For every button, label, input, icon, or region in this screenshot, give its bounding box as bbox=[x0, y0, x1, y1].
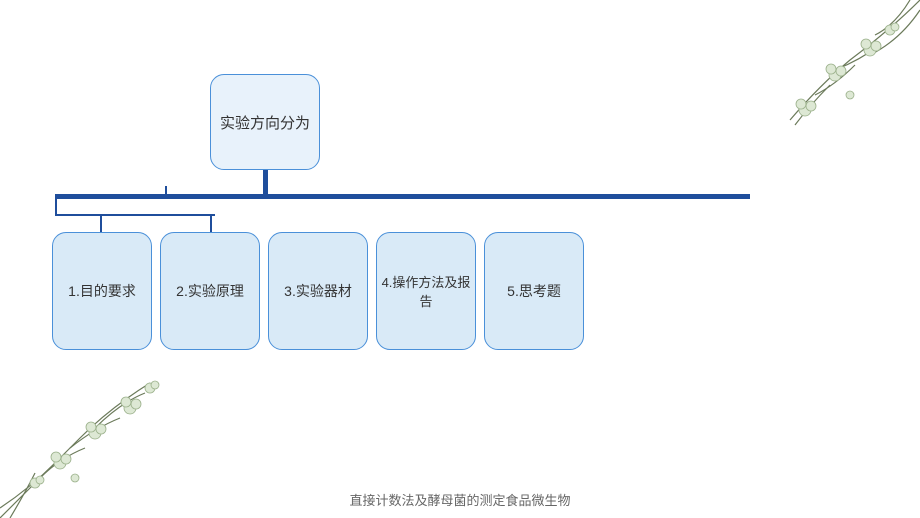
child-node-label: 1.目的要求 bbox=[68, 281, 136, 301]
footer-text: 直接计数法及酵母菌的测定食品微生物 bbox=[349, 493, 570, 508]
root-node-label: 实验方向分为 bbox=[220, 112, 310, 133]
branch-decoration-top-right bbox=[740, 0, 920, 160]
child-node-label: 5.思考题 bbox=[507, 281, 561, 301]
child-node-label: 3.实验器材 bbox=[284, 281, 352, 301]
child-node-1: 1.目的要求 bbox=[52, 232, 152, 350]
child-node-label: 2.实验原理 bbox=[176, 281, 244, 301]
child-node-2: 2.实验原理 bbox=[160, 232, 260, 350]
child-node-label: 4.操作方法及报告 bbox=[381, 272, 471, 310]
root-node: 实验方向分为 bbox=[210, 74, 320, 170]
child-node-5: 5.思考题 bbox=[484, 232, 584, 350]
child-node-3: 3.实验器材 bbox=[268, 232, 368, 350]
child-node-4: 4.操作方法及报告 bbox=[376, 232, 476, 350]
footer-caption: 直接计数法及酵母菌的测定食品微生物 bbox=[0, 490, 920, 509]
